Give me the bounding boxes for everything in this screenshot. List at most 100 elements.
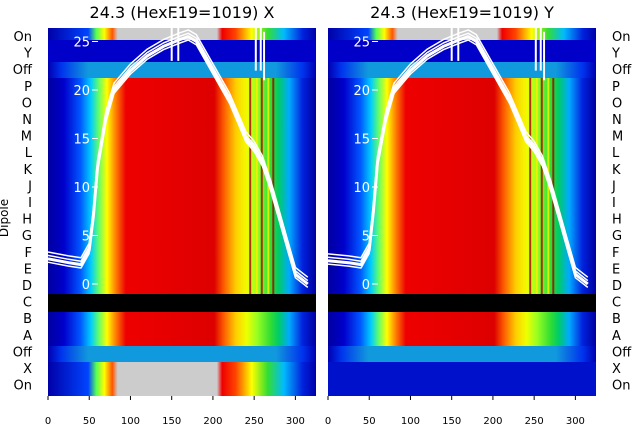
x-tick-label: 300	[566, 416, 585, 427]
dipole-row-label: N	[612, 113, 622, 128]
dipole-row-label: P	[612, 80, 620, 95]
dipole-row-label: J	[611, 179, 616, 194]
heatmap-row-y	[328, 40, 596, 62]
dipole-row-label: Off	[13, 63, 33, 78]
dipole-row-label: On	[612, 379, 630, 394]
y-tick-label: 25	[353, 36, 370, 51]
y-tick-label: 10	[73, 181, 90, 196]
x-tick-label: 50	[363, 416, 376, 427]
dipole-row-label: I	[28, 196, 32, 211]
dipole-row-label: C	[23, 296, 32, 311]
heatmap-row-x-on	[48, 362, 316, 396]
x-tick-label: 150	[162, 416, 181, 427]
heatmap-row-off-lower	[328, 346, 596, 362]
heatmap-streak	[244, 78, 247, 296]
x-tick-label: 300	[286, 416, 305, 427]
x-tick-label: 250	[245, 416, 264, 427]
dipole-row-label: C	[612, 296, 621, 311]
dipole-row-label: Y	[611, 47, 620, 62]
y-tick-label: 10	[353, 181, 370, 196]
y-tick-label: 0	[362, 278, 370, 293]
dipole-row-label: F	[612, 246, 619, 261]
dipole-row-label: Y	[23, 47, 32, 62]
chart-title: 24.3 (HexE19=1019) Y	[370, 3, 554, 22]
heatmap-row-ab	[48, 312, 316, 346]
dipole-row-label: M	[21, 130, 32, 145]
dipole-row-label: E	[612, 262, 620, 277]
y-tick-label: 0	[82, 278, 90, 293]
x-tick-label: 50	[83, 416, 96, 427]
heatmap-streak	[249, 78, 252, 296]
dipole-row-label: A	[612, 329, 621, 344]
heatmap-streak	[547, 78, 550, 296]
dipole-row-label: H	[22, 213, 32, 228]
x-tick-label: 100	[401, 416, 420, 427]
dipole-row-label: A	[23, 329, 32, 344]
y-axis-label: Dipole	[0, 199, 11, 237]
dipole-row-label: K	[23, 163, 32, 178]
heatmap-row-c	[48, 294, 316, 312]
dipole-row-label: X	[612, 362, 621, 377]
y-tick-label: 20	[353, 84, 370, 99]
dipole-row-label: F	[25, 246, 32, 261]
heatmap-row-top	[48, 28, 316, 40]
y-tick-label: 5	[82, 230, 90, 245]
heatmap-streak	[540, 78, 543, 296]
x-tick-label: 0	[325, 416, 331, 427]
x-tick-label: 100	[121, 416, 140, 427]
dipole-row-label: J	[27, 179, 32, 194]
overlay-line	[327, 39, 589, 288]
y-tick-label: 15	[353, 133, 370, 148]
dipole-row-label: B	[612, 312, 621, 327]
dipole-row-label: Off	[612, 63, 632, 78]
dipole-row-label: K	[612, 163, 621, 178]
dipole-row-label: P	[24, 80, 32, 95]
dipole-row-label: On	[14, 379, 32, 394]
y-tick-label: 20	[73, 84, 90, 99]
overlay-line	[47, 29, 309, 278]
x-tick-label: 200	[203, 416, 222, 427]
chart-title: 24.3 (HexE19=1019) X	[90, 3, 275, 22]
chart-panel-0: 24.3 (HexE19=1019) X 0 5 10 15 20 250 50 100 150 2…	[0, 3, 316, 427]
heatmap-row-off-lower	[48, 346, 316, 362]
overlay-line	[327, 29, 589, 278]
y-tick-label: 5	[362, 230, 370, 245]
x-tick-label: 200	[483, 416, 502, 427]
heatmap-streak	[260, 78, 263, 296]
x-tick-label: 250	[525, 416, 544, 427]
dipole-row-label: D	[612, 279, 622, 294]
dipole-row-label: N	[22, 113, 32, 128]
dipole-row-label: H	[612, 213, 622, 228]
overlay-line	[47, 39, 309, 288]
dipole-row-label: I	[612, 196, 616, 211]
dipole-row-label: Off	[612, 345, 632, 360]
heatmap-row-c	[328, 294, 596, 312]
dipole-row-label: O	[22, 96, 32, 111]
dipole-row-label: L	[612, 146, 620, 161]
dipole-row-label: G	[22, 229, 32, 244]
heatmap-row-ab	[328, 312, 596, 346]
heatmap-streak	[524, 78, 527, 296]
heatmap-row-off	[48, 62, 316, 78]
heatmap-row-x-on	[328, 362, 596, 396]
dipole-row-label: O	[612, 96, 622, 111]
dipole-row-label: X	[23, 362, 32, 377]
dipole-row-label: Off	[13, 345, 33, 360]
dipole-row-label: L	[25, 146, 33, 161]
heatmap-streak	[267, 78, 270, 296]
dipole-row-label: G	[612, 229, 622, 244]
y-tick-label: 15	[73, 133, 90, 148]
heatmap-streak	[255, 78, 258, 296]
heatmap-row-top	[328, 28, 596, 40]
heatmap-streak	[529, 78, 532, 296]
x-tick-label: 150	[442, 416, 461, 427]
dipole-row-label: M	[612, 130, 623, 145]
heatmap-row-y	[48, 40, 316, 62]
heatmap-streak	[535, 78, 538, 296]
dipole-row-label: On	[14, 30, 32, 45]
dipole-row-label: E	[24, 262, 32, 277]
dipole-row-label: D	[22, 279, 32, 294]
